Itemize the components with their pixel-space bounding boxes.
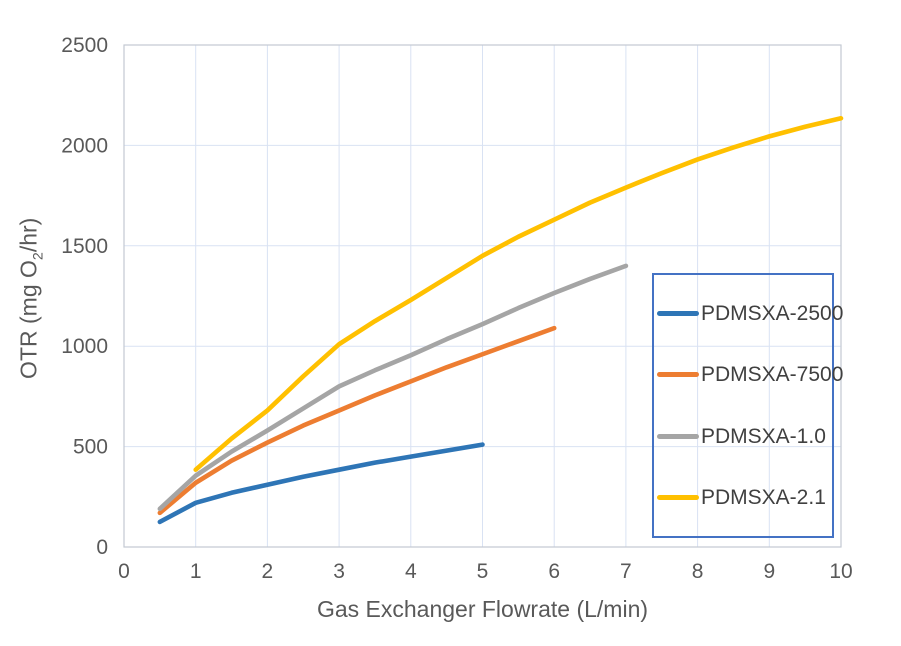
x-tick-label: 2 <box>262 560 274 583</box>
y-tick-label: 1500 <box>61 235 108 258</box>
legend-swatch <box>657 433 699 439</box>
y-tick-label: 2000 <box>61 134 108 157</box>
x-tick-label: 9 <box>763 560 775 583</box>
legend: PDMSXA-2500 PDMSXA-7500 PDMSXA-1.0 PDMSXA-2… <box>652 273 843 538</box>
legend-label: PDMSXA-7500 <box>701 363 844 387</box>
x-tick-label: 4 <box>405 560 417 583</box>
y-tick-label: 0 <box>96 536 108 559</box>
y-tick-label: 500 <box>73 436 108 459</box>
x-tick-label: 0 <box>118 560 130 583</box>
y-tick-label: 2500 <box>61 34 108 57</box>
y-axis-title-subscript: 2 <box>30 252 47 261</box>
legend-item-PDMSXA-7500: PDMSXA-7500 <box>657 364 843 385</box>
x-tick-label: 5 <box>477 560 489 583</box>
legend-item-PDMSXA-1.0: PDMSXA-1.0 <box>657 426 832 447</box>
x-axis-title: Gas Exchanger Flowrate (L/min) <box>316 596 649 622</box>
x-tick-label: 8 <box>692 560 704 583</box>
series-line-PDMSXA-2.1 <box>193 115 844 472</box>
y-axis-title-post: /hr) <box>15 217 42 253</box>
legend-label: PDMSXA-1.0 <box>701 424 826 448</box>
y-tick-label: 1000 <box>61 335 108 358</box>
legend-item-PDMSXA-2.1: PDMSXA-2.1 <box>657 487 832 508</box>
series-line-PDMSXA-2500 <box>157 442 485 525</box>
series-line-PDMSXA-1.0 <box>157 263 629 512</box>
legend-item-PDMSXA-2500: PDMSXA-2500 <box>657 303 843 324</box>
legend-swatch <box>657 372 699 378</box>
y-axis-title-pre: OTR (mg O <box>15 260 42 379</box>
x-tick-label: 7 <box>620 560 632 583</box>
x-tick-label: 10 <box>829 560 852 583</box>
legend-label: PDMSXA-2500 <box>701 302 844 326</box>
x-tick-label: 1 <box>190 560 202 583</box>
y-axis-title: OTR (mg O2/hr) <box>16 148 47 448</box>
series-line-PDMSXA-7500 <box>157 325 557 516</box>
legend-label: PDMSXA-2.1 <box>701 485 826 509</box>
plot-border <box>123 44 842 548</box>
legend-swatch <box>657 494 699 500</box>
x-tick-label: 6 <box>548 560 560 583</box>
legend-swatch <box>657 311 699 317</box>
x-tick-label: 3 <box>333 560 345 583</box>
